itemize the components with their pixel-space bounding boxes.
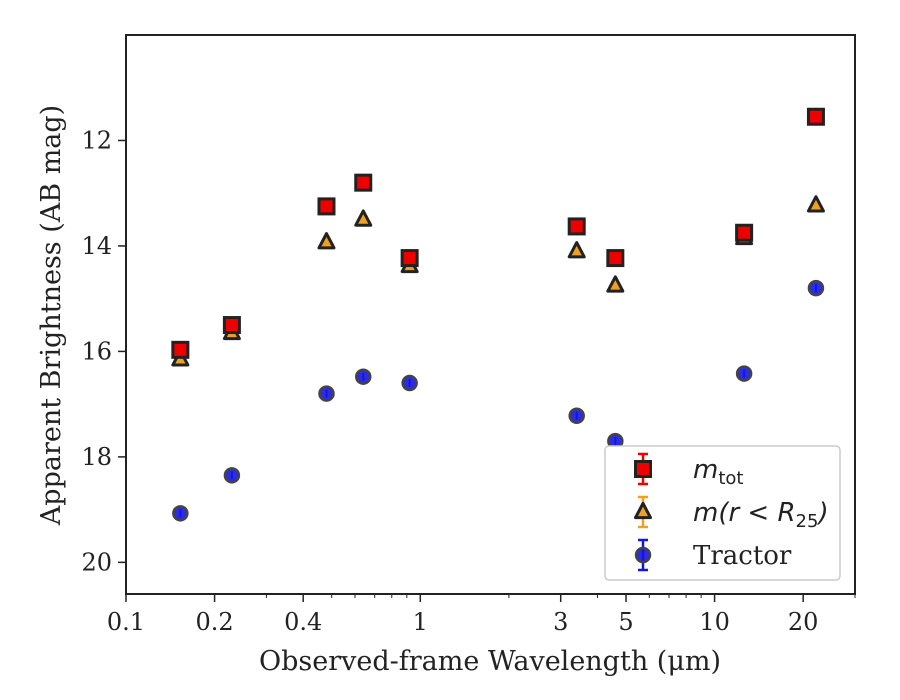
y-tick-label: 18	[81, 443, 112, 471]
circle-marker	[401, 374, 418, 392]
legend-label-tail: )	[816, 498, 828, 528]
square-marker	[222, 316, 241, 335]
x-tick-label: 3	[553, 608, 568, 636]
triangle-marker	[354, 209, 373, 227]
square-marker	[735, 223, 754, 242]
y-tick-label: 20	[81, 548, 112, 576]
legend-marker-triangle	[634, 501, 652, 520]
circle-marker	[318, 385, 335, 402]
circle-marker	[735, 365, 753, 382]
x-tick-label: 0.2	[196, 608, 234, 636]
x-tick-label: 5	[618, 608, 633, 636]
legend-marker-square	[634, 460, 652, 478]
data-markers	[171, 107, 825, 522]
square-marker	[567, 217, 586, 236]
triangle-marker	[806, 195, 825, 213]
plot-frame	[125, 34, 856, 595]
x-tick-label: 0.1	[107, 608, 145, 636]
triangle-marker	[606, 275, 625, 293]
square-marker	[171, 340, 190, 359]
triangle-marker	[317, 232, 336, 250]
legend-label: Tractor	[693, 541, 792, 571]
circle-marker	[172, 505, 189, 522]
legend-label-main: m(r < R	[693, 498, 796, 528]
circle-marker	[223, 467, 241, 484]
axis-ticks: 0.1 0.2 0.4 1 3 5 10 20 12 14 16 18 20	[81, 126, 856, 636]
legend-label: mtot	[693, 455, 743, 489]
triangle-marker	[567, 241, 586, 259]
x-tick-label: 10	[699, 608, 730, 636]
square-marker	[606, 249, 625, 268]
legend-box	[604, 445, 841, 581]
y-tick-label: 16	[81, 337, 112, 365]
x-axis-label: Observed-frame Wavelength (μm)	[259, 646, 721, 677]
legend-marker-circle	[634, 546, 652, 564]
square-marker	[317, 197, 336, 216]
y-tick-label: 12	[81, 126, 112, 154]
legend-label-subscript: 25	[796, 511, 819, 532]
circle-marker	[807, 279, 825, 297]
y-tick-label: 14	[81, 232, 112, 260]
legend-label: m(r < R25)	[693, 498, 829, 532]
square-marker	[354, 173, 373, 192]
legend-label-subscript: tot	[718, 468, 743, 489]
square-marker	[806, 107, 825, 126]
square-marker	[400, 249, 419, 268]
circle-marker	[568, 407, 585, 425]
x-tick-label: 0.4	[284, 608, 322, 636]
legend-label-main: m	[693, 455, 718, 485]
x-tick-label: 20	[788, 608, 819, 636]
circle-marker	[355, 368, 372, 385]
x-tick-label: 1	[413, 608, 428, 636]
legend: mtot m(r < R25) Tractor	[604, 445, 841, 581]
y-axis-label: Apparent Brightness (AB mag)	[36, 105, 67, 526]
